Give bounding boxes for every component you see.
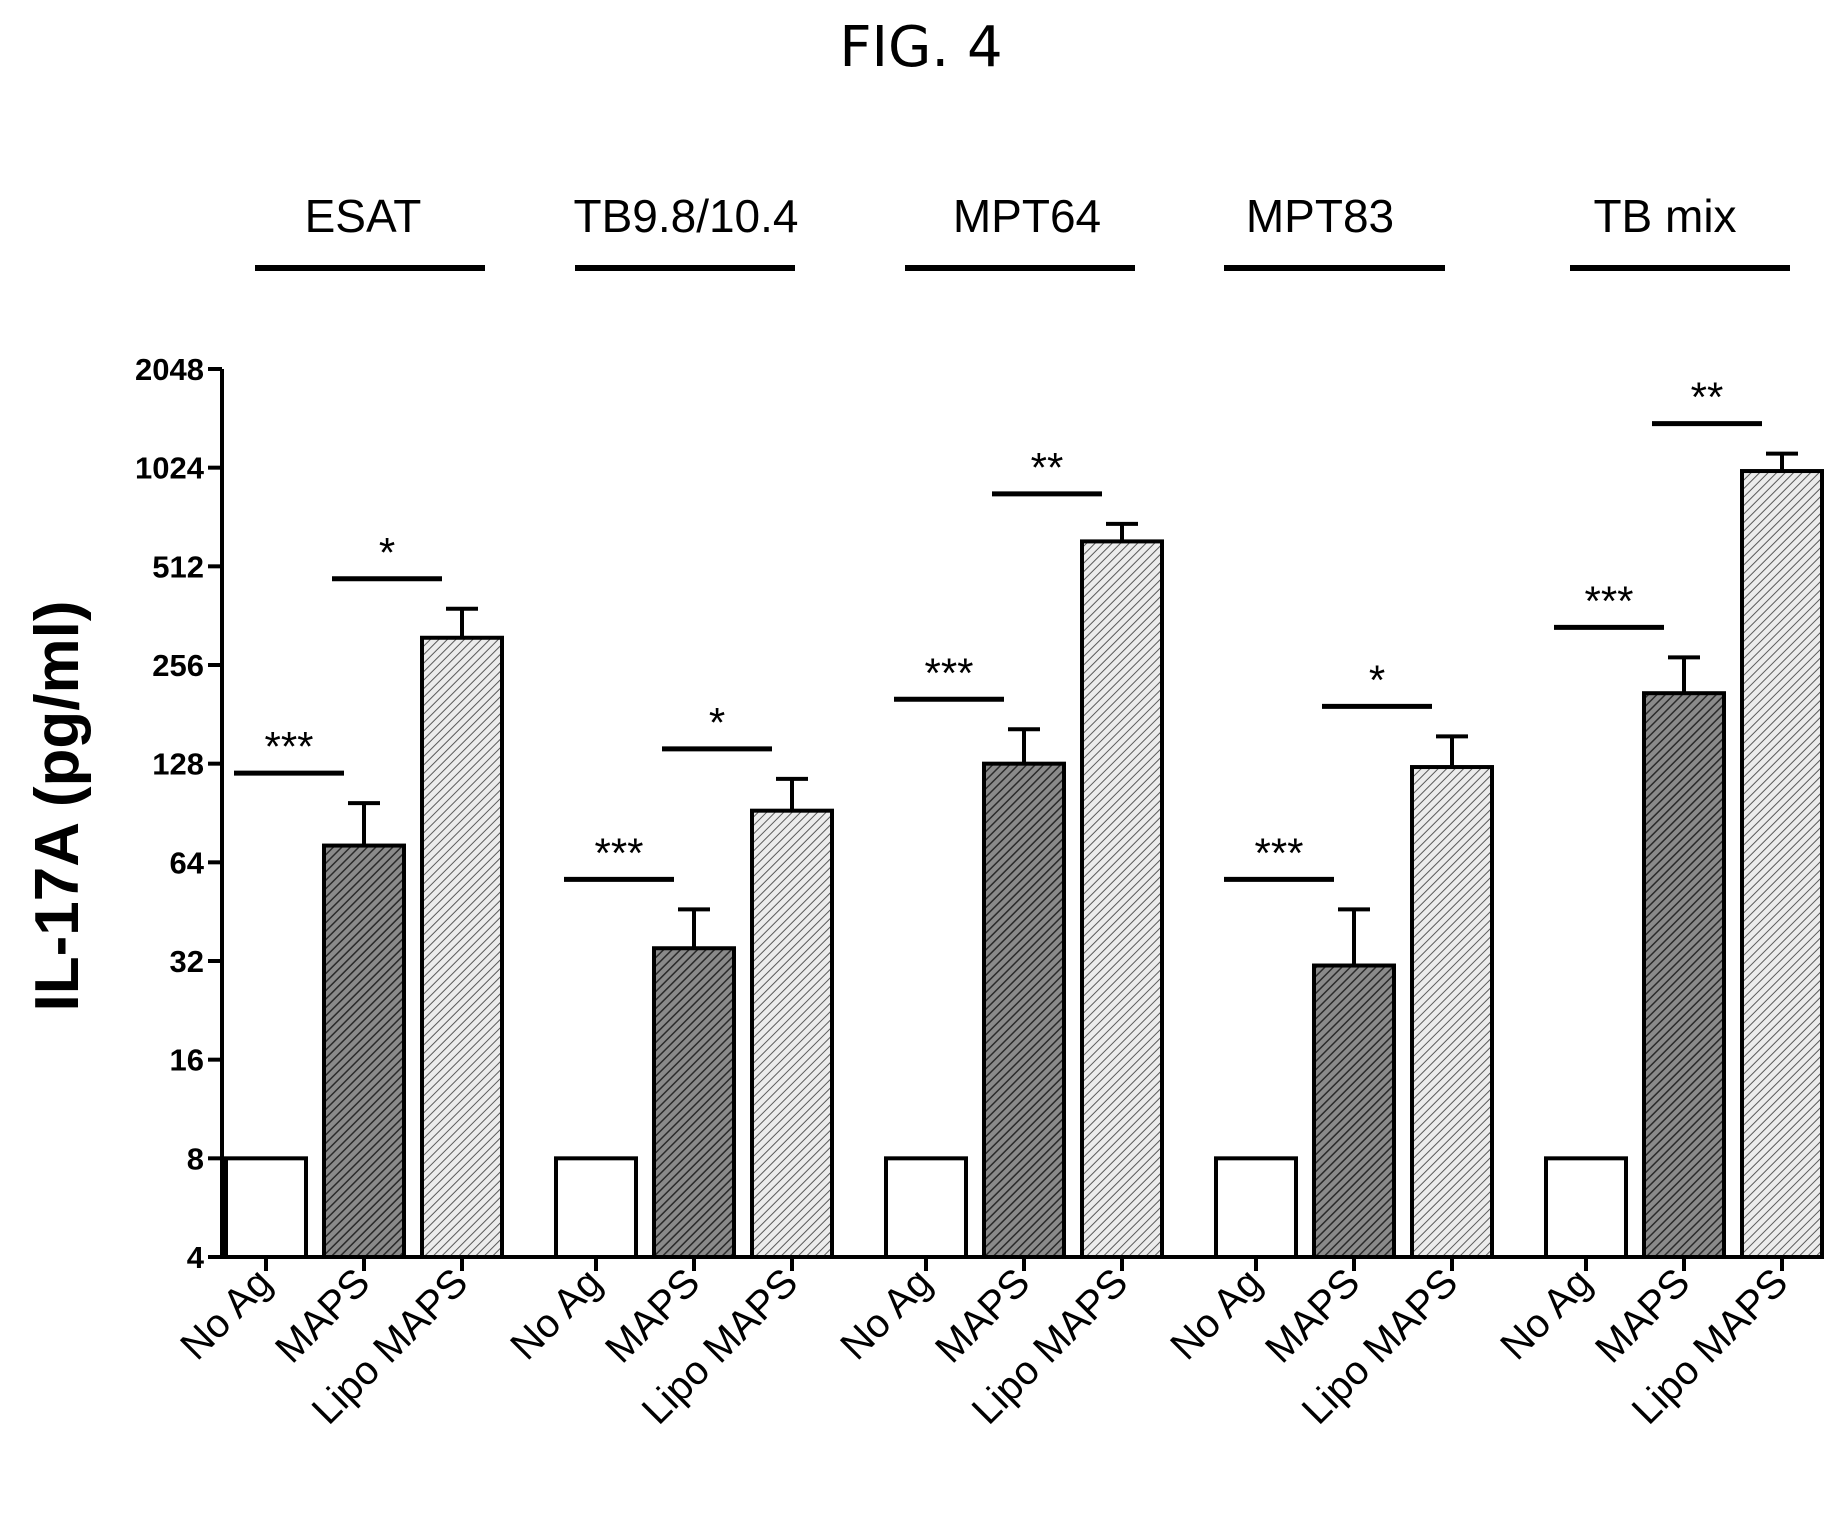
bar-4-1 [1642,691,1726,1259]
sig-label-4-1: ** [1691,374,1724,421]
group-label-0: ESAT [305,190,422,242]
bar-1-1 [652,946,736,1259]
figure-title: FIG. 4 [839,15,1002,80]
y-tick-label-16: 16 [170,1043,204,1078]
group-label-1: TB9.8/10.4 [573,190,798,242]
bar-1-0 [554,1156,638,1260]
y-tick-label-512: 512 [152,549,204,584]
sig-label-1-0: *** [594,829,643,876]
y-tick-label-2048: 2048 [135,352,204,387]
bar-3-1 [1312,963,1396,1259]
sig-label-2-1: ** [1031,444,1064,491]
sig-label-0-0: *** [264,723,313,770]
bar-1-2 [750,808,834,1259]
sig-label-4-0: *** [1584,577,1633,624]
group-label-3: MPT83 [1246,190,1394,242]
sig-label-3-0: *** [1254,829,1303,876]
category-label-0-0: No Ag [172,1260,280,1368]
y-axis-title-group: IL-17A (pg/ml) [23,600,92,1011]
y-tick-label-4: 4 [187,1240,205,1275]
y-tick-label-64: 64 [170,845,205,880]
group-label-4: TB mix [1593,190,1736,242]
sig-label-0-1: * [379,529,395,576]
y-tick-label-32: 32 [170,944,204,979]
bar-0-1 [322,843,406,1259]
y-tick-label-8: 8 [187,1141,204,1176]
category-label-1-0: No Ag [502,1260,610,1368]
y-axis-title: IL-17A (pg/ml) [23,600,92,1011]
category-label-2-0: No Ag [832,1260,940,1368]
category-label-3-0: No Ag [1162,1260,1270,1368]
bar-0-0 [224,1156,308,1260]
sig-label-3-1: * [1369,656,1385,703]
y-tick-label-1024: 1024 [135,451,205,486]
y-tick-label-256: 256 [152,648,204,683]
bar-2-0 [884,1156,968,1260]
sig-label-2-0: *** [924,649,973,696]
bar-3-2 [1410,765,1494,1259]
sig-label-1-1: * [709,699,725,746]
group-label-2: MPT64 [953,190,1101,242]
bar-2-2 [1080,539,1164,1259]
bar-2-1 [982,761,1066,1260]
bar-0-2 [420,635,504,1259]
bar-4-0 [1544,1156,1628,1260]
category-label-4-0: No Ag [1492,1260,1600,1368]
y-tick-label-128: 128 [152,747,204,782]
bar-3-0 [1214,1156,1298,1260]
bar-4-2 [1740,469,1824,1259]
